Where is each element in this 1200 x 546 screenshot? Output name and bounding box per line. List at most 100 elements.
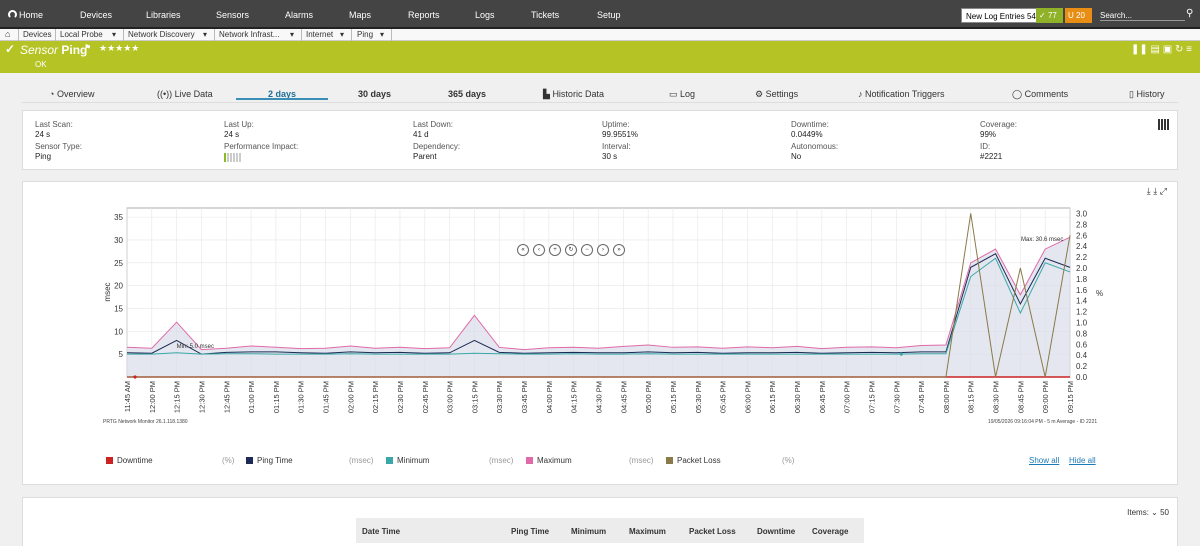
tab-settings[interactable]: ⚙ Settings — [755, 89, 798, 100]
chart-footer-left: PRTG Network Monitor 26.1.118.1380 — [103, 419, 188, 425]
tab-365-days[interactable]: 365 days — [448, 89, 487, 99]
tab-notification-triggers[interactable]: ♪ Notification Triggers — [858, 89, 945, 99]
next-icon[interactable]: › — [597, 244, 609, 256]
home-icon[interactable]: ⌂ — [5, 29, 11, 39]
tab-label: Notification Triggers — [865, 89, 945, 99]
nav-libraries[interactable]: Libraries — [146, 10, 181, 20]
nav-setup[interactable]: Setup — [597, 10, 621, 20]
nav-home[interactable]: Home — [19, 10, 44, 20]
pause-icon[interactable]: ❚❚ — [1130, 44, 1148, 55]
breadcrumb-local-probe[interactable]: Local Probe — [60, 30, 103, 39]
nav-sensors[interactable]: Sensors — [216, 10, 250, 20]
unusual-sensors-badge[interactable]: U 20 — [1065, 8, 1092, 23]
flag-icon[interactable]: ⚑ — [84, 43, 92, 52]
tab-log[interactable]: ▭ Log — [669, 89, 695, 100]
chevron-down-icon[interactable]: ▾ — [340, 30, 345, 39]
tab-2-days[interactable]: 2 days — [268, 89, 297, 99]
show-all-link[interactable]: Show all — [1029, 456, 1060, 465]
nav-maps[interactable]: Maps — [349, 10, 372, 20]
items-label: Items: — [1127, 508, 1149, 517]
sensor-kind: Sensor — [20, 43, 59, 57]
breadcrumb-ping[interactable]: Ping — [357, 30, 374, 39]
chevron-down-icon[interactable]: ▾ — [290, 30, 295, 39]
column-minimum[interactable]: Minimum — [571, 527, 607, 536]
search-icon[interactable]: ⚲ — [1186, 8, 1194, 19]
label: Interval: — [602, 142, 631, 151]
previous-icon[interactable]: ‹ — [533, 244, 545, 256]
sensor-name: Ping — [61, 43, 88, 57]
downtime: Downtime: 0.0449% — [791, 120, 829, 140]
refresh-icon[interactable]: ↻ — [1174, 44, 1184, 55]
tab-label: Live Data — [174, 89, 213, 99]
label: ID: — [980, 142, 991, 151]
tab-label: Settings — [765, 89, 799, 99]
chevron-down-icon[interactable]: ▾ — [380, 30, 385, 39]
legend-downtime[interactable]: Downtime (%) — [106, 456, 234, 465]
search-input[interactable]: Search... — [1100, 11, 1185, 21]
breadcrumb-network-discovery[interactable]: Network Discovery — [128, 30, 195, 39]
document-icon[interactable]: ▤ — [1150, 44, 1160, 55]
comment-icon: ◯ — [1012, 89, 1023, 99]
tab-label: Overview — [56, 89, 95, 99]
bell-icon: ♪ — [858, 89, 863, 99]
value: Ping — [35, 152, 52, 161]
column-maximum[interactable]: Maximum — [629, 527, 666, 536]
legend-packet-loss[interactable]: Packet Loss (%) — [666, 456, 794, 465]
legend-maximum[interactable]: Maximum (msec) — [526, 456, 653, 465]
hide-all-link[interactable]: Hide all — [1069, 456, 1096, 465]
column-ping-time[interactable]: Ping Time — [511, 527, 550, 536]
sensor-title-bar: ✓ Sensor Ping ⚑ ★★★★★ OK ❚❚ ▤ ▣ ↻ ≡ — [0, 41, 1200, 73]
tab-comments[interactable]: ◯ Comments — [1012, 89, 1068, 100]
tab-history[interactable]: ▯ History — [1129, 89, 1164, 100]
check-icon: ✓ — [1039, 11, 1046, 20]
column-packet-loss[interactable]: Packet Loss — [689, 527, 736, 536]
tab-30-days[interactable]: 30 days — [358, 89, 392, 99]
chevron-down-icon[interactable]: ▾ — [203, 30, 208, 39]
legend-swatch — [526, 457, 533, 465]
home-icon[interactable] — [8, 10, 17, 19]
legend-minimum[interactable]: Minimum (msec) — [386, 456, 513, 465]
label: Performance Impact: — [224, 142, 299, 151]
breadcrumb-devices[interactable]: Devices — [23, 30, 52, 39]
breadcrumb-network-infrastructure[interactable]: Network Infrast... — [219, 30, 280, 39]
data-table-panel: Items: ⌄ 50 Date Time Ping Time Minimum … — [22, 497, 1178, 546]
nav-reports[interactable]: Reports — [408, 10, 440, 20]
nav-alarms[interactable]: Alarms — [285, 10, 314, 20]
chevron-down-icon[interactable]: ▾ — [112, 30, 117, 39]
nav-devices[interactable]: Devices — [80, 10, 113, 20]
priority-stars[interactable]: ★★★★★ — [99, 43, 140, 53]
first-page-icon[interactable]: « — [517, 244, 529, 256]
reset-icon[interactable]: ↻ — [565, 244, 577, 256]
new-log-entries-button[interactable]: New Log Entries 54 — [961, 8, 1041, 23]
zoom-in-icon[interactable]: + — [549, 244, 561, 256]
tab-live-data[interactable]: ((•)) Live Data — [157, 89, 213, 99]
legend-ping-time[interactable]: Ping Time (msec) — [246, 456, 373, 465]
active-tab-indicator — [236, 98, 328, 100]
download-icon[interactable]: ⤓ — [1146, 186, 1151, 196]
nav-tickets[interactable]: Tickets — [531, 10, 560, 20]
download-icon[interactable]: ⤓ — [1153, 186, 1158, 196]
column-date-time[interactable]: Date Time — [362, 527, 401, 536]
tab-historic-data[interactable]: ▙ Historic Data — [543, 89, 604, 100]
expand-icon[interactable]: ⤢ — [1159, 186, 1167, 196]
tab-overview[interactable]: ◔ Overview — [49, 89, 94, 99]
label: Last Up: — [224, 120, 254, 129]
export-icon[interactable]: ▣ — [1162, 44, 1173, 55]
nav-logs[interactable]: Logs — [475, 10, 495, 20]
column-coverage[interactable]: Coverage — [812, 527, 849, 536]
items-per-page[interactable]: Items: ⌄ 50 — [1127, 508, 1169, 517]
menu-icon[interactable]: ≡ — [1186, 44, 1192, 55]
value[interactable]: Parent — [413, 152, 437, 161]
last-page-icon[interactable]: » — [613, 244, 625, 256]
status-text: OK — [35, 60, 47, 69]
breadcrumb-internet[interactable]: Internet — [306, 30, 334, 39]
legend-label: Ping Time — [257, 456, 293, 465]
uptime: Uptime: 99.9551% — [602, 120, 638, 140]
zoom-out-icon[interactable]: − — [581, 244, 593, 256]
qr-code-icon[interactable] — [1158, 119, 1169, 130]
column-downtime[interactable]: Downtime — [757, 527, 796, 536]
value: 24 s — [224, 130, 240, 139]
ok-sensors-badge[interactable]: ✓ 77 — [1036, 8, 1063, 23]
last-scan: Last Scan: 24 s — [35, 120, 73, 140]
live-icon: ((•)) — [157, 89, 173, 99]
